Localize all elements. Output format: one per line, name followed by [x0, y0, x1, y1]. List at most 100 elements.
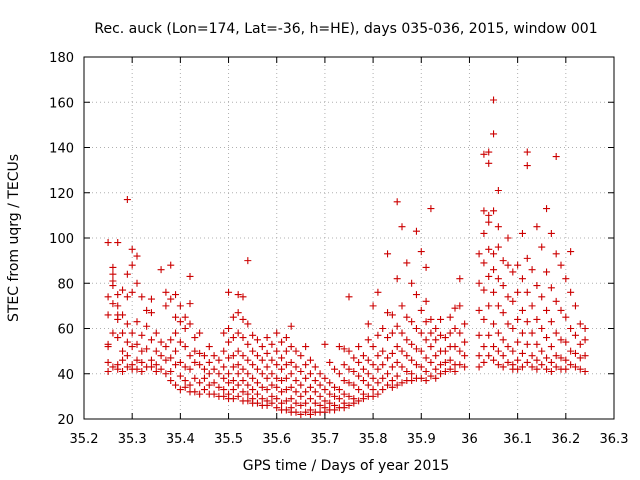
data-point [437, 331, 445, 339]
data-point [210, 365, 218, 373]
data-point [234, 392, 242, 400]
data-point [191, 388, 199, 396]
data-point [234, 329, 242, 337]
data-point [523, 340, 531, 348]
data-point [369, 386, 377, 394]
data-point [461, 363, 469, 371]
data-point [253, 365, 261, 373]
data-point [321, 397, 329, 405]
data-point [210, 379, 218, 387]
data-point [340, 390, 348, 398]
data-point [364, 336, 372, 344]
data-point [138, 358, 146, 366]
data-point [518, 306, 526, 314]
data-point [186, 381, 194, 389]
data-point [384, 334, 392, 342]
data-point [104, 343, 112, 351]
data-point [205, 381, 213, 389]
data-point [398, 379, 406, 387]
data-point [552, 363, 560, 371]
data-point [461, 338, 469, 346]
data-point [282, 406, 290, 414]
data-point [302, 361, 310, 369]
data-point [432, 352, 440, 360]
data-point [364, 381, 372, 389]
data-point [499, 309, 507, 317]
data-point [567, 288, 575, 296]
x-tick-label: 36 [461, 432, 478, 447]
data-point [485, 245, 493, 253]
data-point [388, 383, 396, 391]
data-point [490, 266, 498, 274]
data-point [119, 367, 127, 375]
data-point [229, 313, 237, 321]
data-point [543, 306, 551, 314]
data-point [191, 334, 199, 342]
data-point [167, 377, 175, 385]
data-point [196, 329, 204, 337]
data-point [547, 367, 555, 375]
data-point [557, 306, 565, 314]
data-point [485, 331, 493, 339]
data-point [384, 354, 392, 362]
data-point [287, 322, 295, 330]
data-point [461, 352, 469, 360]
data-point [176, 302, 184, 310]
data-point [441, 367, 449, 375]
data-point [167, 336, 175, 344]
data-point [143, 345, 151, 353]
data-point [480, 343, 488, 351]
data-point [104, 239, 112, 247]
data-point [403, 336, 411, 344]
data-point [446, 329, 454, 337]
x-tick-labels: 35.2 35.3 35.4 35.5 35.6 35.7 35.8 35.9 36 36.1 36… [70, 432, 629, 447]
data-point [335, 386, 343, 394]
data-point [456, 347, 464, 355]
data-point [181, 363, 189, 371]
data-point [571, 349, 579, 357]
data-point [345, 392, 353, 400]
data-point [326, 390, 334, 398]
data-point [490, 320, 498, 328]
data-point [543, 354, 551, 362]
data-point [369, 392, 377, 400]
data-point [340, 404, 348, 412]
data-point [249, 374, 257, 382]
data-point [490, 343, 498, 351]
data-point [350, 367, 358, 375]
data-point [104, 367, 112, 375]
data-point [109, 282, 117, 290]
data-point [176, 318, 184, 326]
data-point [494, 361, 502, 369]
data-point [379, 361, 387, 369]
data-point [490, 250, 498, 258]
data-point [340, 377, 348, 385]
data-point [417, 347, 425, 355]
data-point [384, 250, 392, 258]
data-point [557, 261, 565, 269]
data-point [422, 263, 430, 271]
data-point [234, 309, 242, 317]
data-point [461, 320, 469, 328]
data-point [287, 370, 295, 378]
data-point [306, 395, 314, 403]
data-point [234, 370, 242, 378]
data-point [523, 148, 531, 156]
data-point [239, 365, 247, 373]
data-point [374, 331, 382, 339]
data-point [220, 329, 228, 337]
data-point [504, 261, 512, 269]
data-point [523, 288, 531, 296]
data-point [432, 365, 440, 373]
data-point [480, 150, 488, 158]
data-point [292, 399, 300, 407]
data-point [494, 243, 502, 251]
data-point [157, 338, 165, 346]
data-point [422, 336, 430, 344]
data-point [196, 361, 204, 369]
data-point [355, 372, 363, 380]
data-point [562, 313, 570, 321]
data-point [253, 352, 261, 360]
data-point [528, 352, 536, 360]
data-point [571, 331, 579, 339]
